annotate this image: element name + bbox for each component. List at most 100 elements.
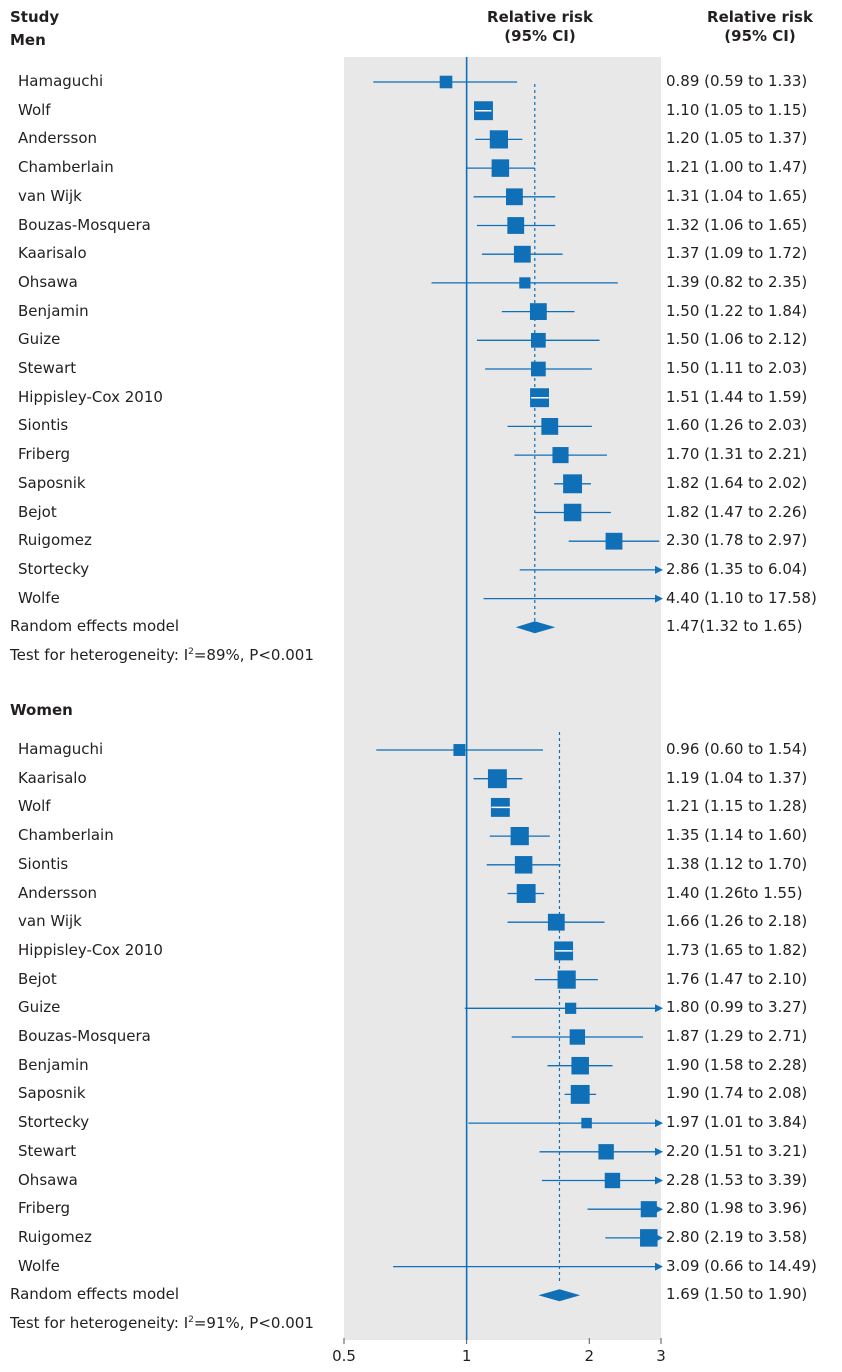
ci-label: 1.21 (1.00 to 1.47) [666, 158, 808, 177]
study-name: van Wijk [18, 186, 82, 205]
ci-label: 1.82 (1.47 to 2.26) [666, 502, 808, 521]
study-name: Hippisley-Cox 2010 [18, 940, 163, 959]
study-name: Stewart [18, 359, 77, 377]
study-name: Hippisley-Cox 2010 [18, 387, 163, 406]
ci-label: 1.80 (0.99 to 3.27) [666, 998, 808, 1017]
ci-label: 2.30 (1.78 to 2.97) [666, 531, 808, 550]
ci-label: 1.50 (1.22 to 1.84) [666, 301, 808, 320]
ci-label: 1.97 (1.01 to 3.84) [666, 1113, 808, 1132]
study-name: Siontis [18, 854, 69, 873]
point-estimate [531, 361, 546, 377]
ci-label: 1.90 (1.74 to 2.08) [666, 1084, 808, 1103]
study-name: Bejot [18, 969, 57, 988]
group-title: Men [10, 31, 46, 49]
point-estimate [506, 188, 523, 206]
study-name: Ohsawa [18, 272, 78, 291]
point-estimate [640, 1201, 657, 1218]
point-estimate [605, 532, 623, 550]
ci-label: 2.80 (2.19 to 3.58) [666, 1227, 808, 1246]
ci-label: 1.32 (1.06 to 1.65) [666, 215, 808, 234]
plot-background [344, 57, 661, 1340]
ci-arrow [655, 1147, 663, 1156]
heterogeneity-superscript: 2 [188, 1315, 194, 1326]
pooled-diamond [538, 1289, 581, 1302]
point-estimate [529, 303, 547, 320]
study-name: Wolf [18, 100, 51, 119]
point-estimate [581, 1117, 592, 1129]
study-header: Study [10, 8, 60, 26]
ci-label: 0.96 (0.60 to 1.54) [666, 740, 808, 758]
point-estimate [487, 769, 507, 789]
rr-header-right-line1: Relative risk [707, 8, 813, 26]
point-estimate [516, 884, 536, 903]
point-estimate [552, 447, 569, 464]
heterogeneity-text: Test for heterogeneity: I2=89%, P<0.001 [10, 645, 314, 665]
ci-label: 1.90 (1.58 to 2.28) [666, 1055, 808, 1074]
study-name: Ruigomez [18, 531, 92, 550]
study-name: Ohsawa [18, 1170, 78, 1189]
ci-label: 1.10 (1.05 to 1.15) [666, 100, 808, 119]
ci-label: 1.39 (0.82 to 2.35) [666, 272, 808, 291]
study-name: Kaarisalo [18, 244, 87, 263]
point-estimate [569, 1029, 586, 1045]
study-name: Hamaguchi [18, 740, 104, 758]
x-axis-tick-label: 0.5 [332, 1347, 356, 1365]
x-axis-tick-label: 1 [461, 1347, 472, 1365]
ci-label: 1.31 (1.04 to 1.65) [666, 186, 808, 205]
heterogeneity-prefix: Test for heterogeneity: I [10, 646, 189, 665]
study-name: Andersson [18, 129, 97, 148]
pooled-name: Random effects model [10, 1285, 180, 1304]
study-name: Hamaguchi [18, 72, 104, 90]
ci-label: 1.19 (1.04 to 1.37) [666, 768, 808, 787]
study-name: Andersson [18, 883, 97, 902]
study-name: Friberg [18, 1199, 71, 1218]
ci-arrow [655, 1262, 663, 1271]
study-name: Guize [18, 330, 61, 349]
point-estimate [491, 159, 510, 177]
study-name: Benjamin [18, 1055, 89, 1074]
x-axis-tick-label: 2 [584, 1347, 595, 1365]
ci-label: 3.09 (0.66 to 14.49) [666, 1256, 817, 1275]
study-name: Stortecky [18, 1113, 90, 1132]
point-estimate [557, 970, 576, 989]
pooled-ci-label: 1.69 (1.50 to 1.90) [666, 1285, 808, 1304]
ci-arrow [655, 1004, 663, 1013]
pooled-ci-label: 1.47(1.32 to 1.65) [666, 617, 803, 636]
study-name: Bouzas-Mosquera [18, 1027, 151, 1045]
study-name: Siontis [18, 416, 69, 435]
point-estimate [571, 1056, 589, 1075]
point-estimate [565, 1002, 577, 1014]
study-name: Guize [18, 998, 61, 1017]
ci-arrow [655, 1205, 663, 1214]
ci-label: 2.80 (1.98 to 3.96) [666, 1199, 808, 1218]
point-estimate [513, 245, 531, 263]
ci-arrow [655, 594, 663, 603]
ci-label: 1.21 (1.15 to 1.28) [666, 797, 808, 816]
heterogeneity-prefix: Test for heterogeneity: I [10, 1314, 189, 1333]
heterogeneity-superscript: 2 [188, 647, 194, 658]
point-estimate [489, 130, 508, 149]
rr-header-middle: Relative risk (95% CI) [430, 8, 650, 46]
ci-label: 2.20 (1.51 to 3.21) [666, 1141, 808, 1160]
study-name: Kaarisalo [18, 768, 87, 787]
ci-label: 1.76 (1.47 to 2.10) [666, 969, 808, 988]
rr-header-middle-line1: Relative risk [487, 8, 593, 26]
point-estimate [453, 744, 466, 756]
pooled-diamond [515, 621, 556, 634]
study-name: Stewart [18, 1141, 77, 1160]
ci-label: 1.73 (1.65 to 1.82) [666, 940, 808, 959]
ci-label: 1.60 (1.26 to 2.03) [666, 416, 808, 435]
ci-label: 1.66 (1.26 to 2.18) [666, 912, 808, 931]
ci-arrow [655, 1176, 663, 1185]
study-name: Saposnik [18, 473, 86, 492]
ci-label: 1.87 (1.29 to 2.71) [666, 1027, 808, 1045]
ci-label: 4.40 (1.10 to 17.58) [666, 588, 817, 607]
ci-label: 1.70 (1.31 to 2.21) [666, 445, 808, 464]
heterogeneity-text: Test for heterogeneity: I2=91%, P<0.001 [10, 1313, 314, 1333]
ci-label: 1.20 (1.05 to 1.37) [666, 129, 808, 148]
ci-label: 0.89 (0.59 to 1.33) [666, 72, 808, 90]
group-title: Women [10, 701, 73, 719]
study-name: Chamberlain [18, 826, 114, 845]
rr-header-right-line2: (95% CI) [724, 27, 796, 45]
